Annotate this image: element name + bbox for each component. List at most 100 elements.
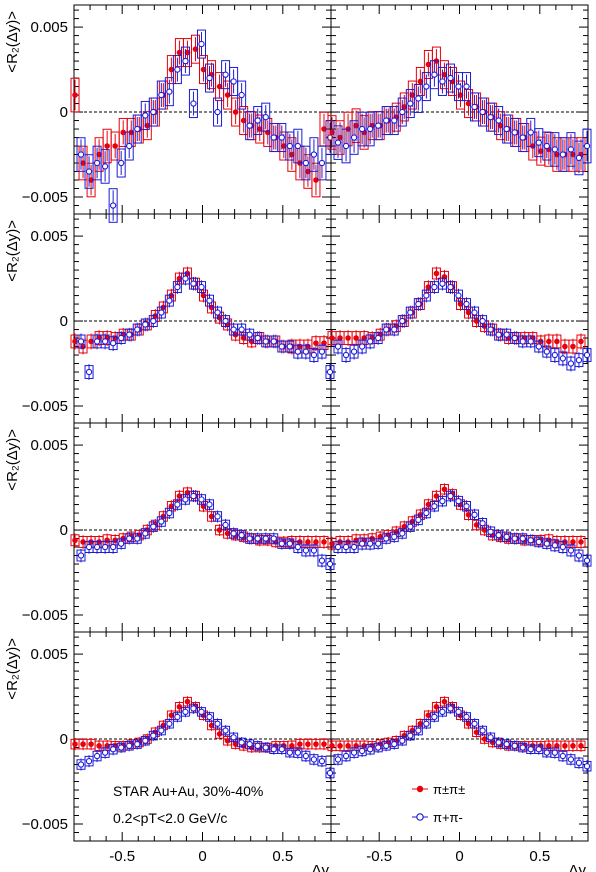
blue-point (375, 540, 382, 547)
blue-point (214, 309, 221, 316)
blue-sys-box (116, 148, 126, 178)
blue-point (238, 91, 245, 99)
blue-point (342, 752, 350, 760)
blue-point (238, 739, 245, 746)
annotation-pt-range: 0.2<pT<2.0 GeV/c (113, 810, 227, 826)
blue-point (439, 498, 446, 505)
blue-point (150, 108, 157, 116)
blue-point (503, 533, 510, 540)
blue-point (511, 742, 518, 749)
blue-point (559, 151, 567, 158)
blue-point (519, 744, 526, 751)
blue-point (535, 538, 542, 546)
y-tick-label: 0 (60, 731, 68, 748)
blue-point (423, 83, 430, 90)
blue-point (198, 283, 205, 291)
blue-point (383, 535, 390, 542)
blue-point (246, 740, 253, 748)
blue-point (246, 331, 253, 338)
blue-point (391, 740, 398, 748)
red-point (72, 741, 78, 747)
blue-point (567, 146, 575, 153)
red-sys-box (70, 77, 80, 113)
legend: π±π± π+π- (412, 782, 465, 825)
red-point (184, 489, 191, 496)
red-point (224, 530, 231, 537)
blue-point (423, 509, 430, 517)
blue-point (527, 338, 534, 345)
blue-point (190, 280, 197, 287)
blue-point (495, 739, 502, 746)
red-point (329, 540, 335, 547)
red-point (345, 743, 351, 749)
blue-point (471, 720, 478, 727)
blue-point (158, 727, 165, 734)
red-point (554, 338, 560, 345)
blue-point (391, 117, 398, 124)
red-point (465, 100, 472, 107)
data-marks (70, 29, 592, 780)
blue-point (214, 513, 221, 520)
blue-point (150, 523, 157, 530)
blue-sys-box (108, 188, 118, 223)
blue-point (543, 749, 550, 756)
blue-point (415, 727, 422, 734)
x-axis-title: Δy (568, 862, 586, 872)
red-point (104, 743, 110, 749)
panel-frame (73, 213, 332, 424)
blue-point (431, 713, 438, 721)
red-point (562, 743, 568, 749)
blue-point (302, 348, 310, 355)
blue-point (230, 326, 237, 333)
red-point (240, 335, 247, 341)
blue-point (463, 503, 470, 510)
blue-point (326, 134, 334, 141)
red-point (144, 122, 151, 129)
blue-point (575, 356, 583, 364)
blue-point (535, 343, 542, 350)
blue-point (270, 746, 277, 753)
blue-point (158, 518, 165, 525)
y-axis-title: <R₂(Δy)> (4, 638, 21, 700)
red-point (176, 493, 183, 499)
blue-point (551, 351, 559, 359)
red-point (562, 343, 568, 350)
blue-point (551, 749, 559, 756)
y-tick-label: 0 (60, 522, 68, 539)
red-point (329, 743, 335, 749)
blue-point (342, 351, 350, 359)
blue-sys-box (124, 131, 134, 161)
blue-point (134, 326, 141, 333)
blue-point (375, 744, 382, 751)
blue-point (142, 530, 149, 537)
blue-point (471, 511, 478, 518)
blue-point (174, 283, 181, 291)
blue-point (358, 540, 366, 547)
blue-point (214, 108, 221, 116)
red-point (578, 539, 584, 545)
blue-point (455, 83, 462, 90)
blue-point (407, 309, 414, 316)
red-point (401, 732, 408, 739)
blue-point (118, 334, 125, 342)
red-point (481, 527, 488, 533)
panel-frame (330, 422, 589, 633)
blue-point (383, 117, 390, 124)
blue-point (583, 351, 591, 359)
red-point (401, 523, 408, 530)
blue-point (174, 66, 181, 73)
y-tick-label: −0.005 (22, 607, 68, 624)
blue-point (334, 343, 342, 350)
x-tick-label: -0.5 (366, 848, 392, 865)
red-point (289, 151, 295, 158)
blue-point (431, 503, 438, 510)
blue-point (302, 159, 310, 167)
blue-point (479, 520, 486, 527)
blue-point (535, 139, 542, 146)
blue-sys-box (196, 29, 206, 59)
y-tick-label: −0.005 (22, 816, 68, 833)
blue-point (399, 530, 406, 537)
x-tick-label: 0.5 (272, 848, 293, 865)
blue-point (407, 732, 414, 739)
